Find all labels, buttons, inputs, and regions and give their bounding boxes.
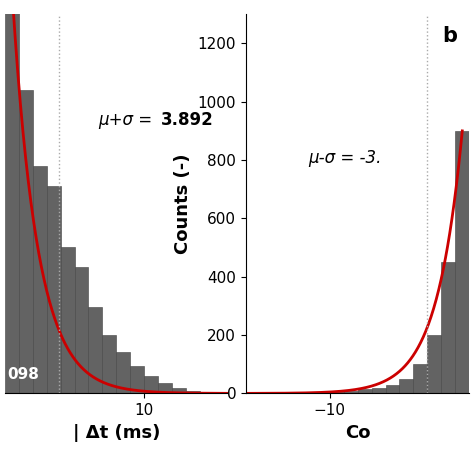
Bar xyxy=(144,376,158,393)
Bar xyxy=(200,392,214,393)
Bar xyxy=(18,90,33,393)
Text: 3.892: 3.892 xyxy=(161,111,214,129)
Bar xyxy=(274,392,288,393)
Bar xyxy=(413,364,428,393)
Bar xyxy=(46,186,61,393)
Bar xyxy=(302,392,316,393)
Bar xyxy=(330,391,344,393)
Bar xyxy=(33,166,46,393)
Bar xyxy=(74,267,89,393)
Text: μ-σ = -3.: μ-σ = -3. xyxy=(309,149,382,167)
Bar xyxy=(385,385,400,393)
Bar xyxy=(117,352,130,393)
Bar xyxy=(288,392,302,393)
Bar xyxy=(102,335,117,393)
Bar xyxy=(428,335,441,393)
Bar xyxy=(158,383,172,393)
Bar xyxy=(5,0,18,393)
Bar xyxy=(316,392,330,393)
Bar xyxy=(130,365,144,393)
Bar xyxy=(456,131,469,393)
Bar xyxy=(61,247,74,393)
X-axis label: | Δt (ms): | Δt (ms) xyxy=(73,424,160,442)
X-axis label: Co: Co xyxy=(345,424,370,442)
Bar xyxy=(400,379,413,393)
Bar xyxy=(441,262,456,393)
Bar xyxy=(89,308,102,393)
Bar xyxy=(172,388,186,393)
Text: b: b xyxy=(442,26,457,46)
Bar xyxy=(186,391,200,393)
Bar xyxy=(357,389,372,393)
Text: 098: 098 xyxy=(7,367,39,382)
Y-axis label: Counts (-): Counts (-) xyxy=(174,154,192,254)
Text: μ+σ =: μ+σ = xyxy=(99,111,158,129)
Bar xyxy=(372,388,385,393)
Bar xyxy=(344,391,357,393)
